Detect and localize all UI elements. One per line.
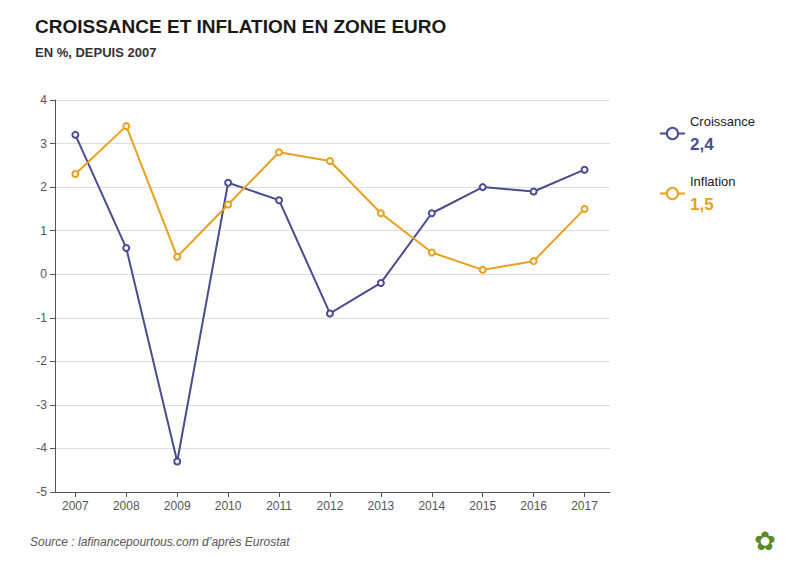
svg-text:-3: -3: [36, 398, 47, 412]
svg-text:4: 4: [40, 93, 47, 107]
svg-text:Source : lafinancepourtous.com: Source : lafinancepourtous.com d’après E…: [30, 535, 290, 549]
svg-text:-5: -5: [36, 485, 47, 499]
svg-text:2009: 2009: [164, 499, 191, 513]
svg-text:3: 3: [40, 137, 47, 151]
svg-text:✿: ✿: [754, 526, 776, 556]
svg-text:-1: -1: [36, 311, 47, 325]
svg-text:1,5: 1,5: [690, 195, 714, 214]
svg-text:2012: 2012: [317, 499, 344, 513]
svg-text:2015: 2015: [469, 499, 496, 513]
svg-text:EN %, DEPUIS 2007: EN %, DEPUIS 2007: [35, 45, 156, 60]
svg-text:CROISSANCE ET INFLATION EN ZON: CROISSANCE ET INFLATION EN ZONE EURO: [35, 16, 446, 37]
svg-text:2016: 2016: [520, 499, 547, 513]
svg-text:2010: 2010: [215, 499, 242, 513]
svg-text:2013: 2013: [368, 499, 395, 513]
svg-text:2011: 2011: [266, 499, 292, 513]
svg-text:2008: 2008: [113, 499, 140, 513]
svg-text:-2: -2: [36, 354, 47, 368]
svg-text:2007: 2007: [62, 499, 89, 513]
svg-text:1: 1: [40, 224, 47, 238]
svg-text:2: 2: [40, 180, 47, 194]
svg-text:Croissance: Croissance: [690, 114, 755, 129]
svg-text:Inflation: Inflation: [690, 174, 736, 189]
svg-text:2014: 2014: [418, 499, 445, 513]
svg-text:2017: 2017: [571, 499, 598, 513]
svg-text:-4: -4: [36, 441, 47, 455]
svg-text:0: 0: [40, 267, 47, 281]
svg-text:2,4: 2,4: [690, 135, 714, 154]
